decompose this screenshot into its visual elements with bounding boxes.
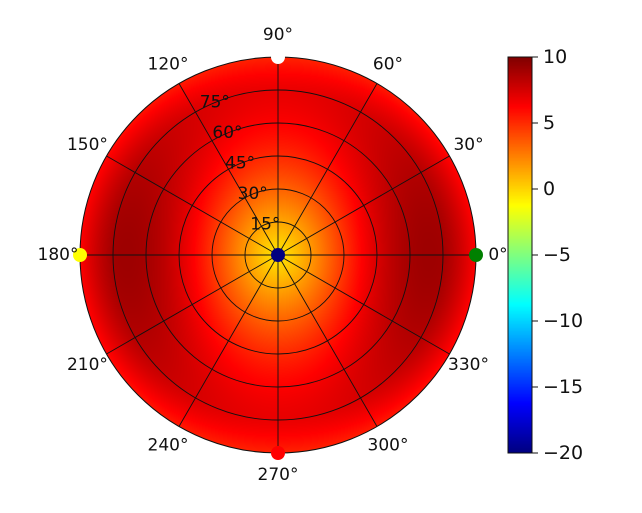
theta-tick-label: 90°: [263, 25, 293, 45]
data-marker: [271, 50, 285, 64]
theta-tick-label: 330°: [448, 355, 489, 375]
angular-grid-spoke: [178, 83, 279, 256]
angular-grid-spoke: [106, 254, 279, 355]
theta-tick-label: 30°: [453, 135, 483, 155]
colorbar-tick-label: −20: [543, 442, 583, 464]
colorbar-tick-label: 10: [543, 46, 567, 68]
radial-tick-label: 15°: [250, 215, 280, 235]
data-marker: [469, 248, 483, 262]
theta-tick-label: 0°: [488, 245, 507, 265]
angular-grid-spokes: [80, 57, 476, 453]
theta-tick-labels: 0° 30° 60° 90° 120° 150° 180° 210° 240° 270° 300° 3…: [38, 25, 508, 485]
angular-grid-spoke: [277, 254, 450, 355]
polar-plot-area: 0° 30° 60° 90° 120° 150° 180° 210° 240° 270° 300° 3…: [38, 25, 508, 485]
colorbar-gradient: [508, 57, 532, 453]
theta-tick-label: 120°: [148, 54, 189, 74]
angular-grid-spoke: [106, 155, 279, 256]
data-marker: [271, 248, 285, 262]
data-marker: [73, 248, 87, 262]
colorbar-ticks: 10 5 0 −5 −10 −15 −20: [532, 46, 583, 464]
colorbar-tick-label: 5: [543, 112, 555, 134]
theta-tick-label: 240°: [148, 436, 189, 456]
theta-tick-label: 270°: [258, 465, 299, 485]
theta-tick-label: 300°: [368, 436, 409, 456]
colorbar: 10 5 0 −5 −10 −15 −20: [507, 46, 583, 464]
colorbar-tick-label: −5: [543, 244, 571, 266]
radial-tick-labels: 15° 30° 45° 60° 75°: [200, 93, 281, 235]
angular-grid-spoke: [277, 155, 450, 256]
theta-tick-label: 60°: [373, 54, 403, 74]
radial-tick-label: 45°: [225, 154, 255, 174]
colorbar-tick-label: −10: [543, 310, 583, 332]
radial-tick-label: 30°: [238, 184, 268, 204]
angular-grid-spoke: [178, 254, 279, 427]
theta-tick-label: 210°: [67, 355, 108, 375]
radial-tick-label: 60°: [212, 123, 242, 143]
colorbar-tick-label: −15: [543, 376, 583, 398]
theta-tick-label: 150°: [67, 135, 108, 155]
theta-tick-label: 180°: [38, 245, 79, 265]
data-marker: [271, 446, 285, 460]
colorbar-tick-label: 0: [543, 178, 555, 200]
angular-grid-spoke: [277, 254, 378, 427]
marker-layer: [73, 50, 483, 460]
radial-tick-label: 75°: [200, 93, 230, 113]
angular-grid-spoke: [277, 83, 378, 256]
